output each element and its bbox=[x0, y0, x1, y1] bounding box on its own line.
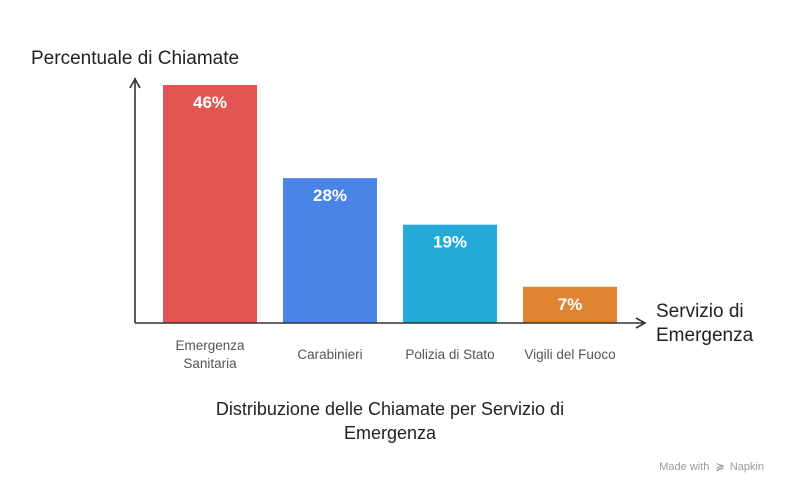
bar-2 bbox=[283, 178, 377, 323]
category-label-4: Vigili del Fuoco bbox=[524, 347, 615, 362]
bar-4 bbox=[523, 286, 617, 323]
watermark-text: Made with bbox=[659, 461, 710, 473]
bar-value-label-2: 28% bbox=[313, 186, 347, 205]
x-axis-label-line-1: Servizio di bbox=[656, 301, 744, 322]
category-label-3: Polizia di Stato bbox=[405, 347, 494, 362]
y-axis-arrow-icon bbox=[129, 77, 141, 89]
chart-title-line-1: Distribuzione delle Chiamate per Servizi… bbox=[215, 399, 565, 419]
x-axis-label: Servizio di Emergenza bbox=[656, 300, 753, 348]
x-axis-arrow-icon bbox=[635, 317, 647, 329]
category-label-1-line-1: Emergenza bbox=[175, 338, 245, 353]
chart-title: Distribuzione delle Chiamate per Servizi… bbox=[180, 397, 600, 445]
bar-1 bbox=[163, 85, 257, 323]
category-label-2: Carabinieri bbox=[297, 347, 362, 362]
bar-value-label-4: 7% bbox=[558, 295, 583, 314]
bar-value-label-1: 46% bbox=[193, 93, 227, 112]
bar-value-label-3: 19% bbox=[433, 233, 467, 252]
y-axis-label: Percentuale di Chiamate bbox=[31, 48, 240, 69]
napkin-logo-icon: ≽ bbox=[715, 461, 725, 473]
chart-title-line-2: Emergenza bbox=[343, 423, 437, 443]
category-label-1-line-2: Sanitaria bbox=[183, 356, 237, 371]
watermark-brand: Napkin bbox=[729, 461, 764, 473]
x-axis-label-line-2: Emergenza bbox=[656, 325, 754, 346]
bar-3 bbox=[403, 224, 497, 323]
watermark: Made with ≽ Napkin bbox=[659, 460, 764, 473]
